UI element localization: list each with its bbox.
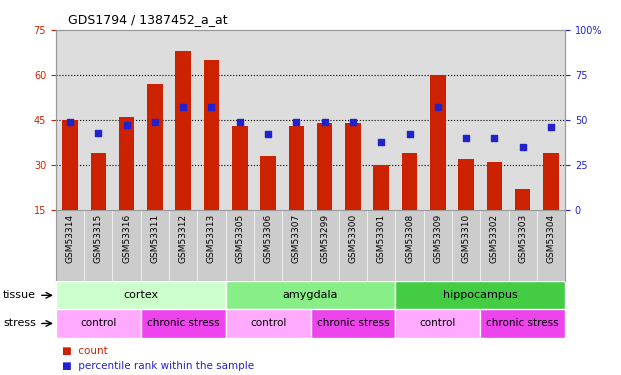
- Text: GSM53301: GSM53301: [377, 214, 386, 263]
- Point: [518, 144, 528, 150]
- Bar: [402, 153, 417, 210]
- Text: control: control: [420, 318, 456, 328]
- Point: [433, 104, 443, 110]
- Bar: [232, 126, 248, 210]
- Point: [178, 104, 188, 110]
- Point: [489, 135, 499, 141]
- Bar: [480, 309, 565, 338]
- Point: [320, 119, 330, 125]
- Point: [93, 130, 103, 136]
- Bar: [225, 281, 396, 309]
- Text: GSM53306: GSM53306: [263, 214, 273, 263]
- Point: [461, 135, 471, 141]
- Point: [546, 124, 556, 130]
- Text: GSM53309: GSM53309: [433, 214, 442, 263]
- Bar: [345, 123, 361, 210]
- Text: GSM53316: GSM53316: [122, 214, 131, 263]
- Point: [348, 119, 358, 125]
- Point: [404, 131, 414, 137]
- Bar: [543, 153, 559, 210]
- Bar: [396, 309, 480, 338]
- Text: GSM53300: GSM53300: [348, 214, 358, 263]
- Point: [207, 104, 217, 110]
- Bar: [317, 123, 332, 210]
- Text: GSM53304: GSM53304: [546, 214, 555, 262]
- Bar: [56, 309, 141, 338]
- Bar: [62, 120, 78, 210]
- Text: stress: stress: [3, 318, 36, 328]
- Bar: [91, 153, 106, 210]
- Text: GSM53315: GSM53315: [94, 214, 103, 263]
- Point: [263, 131, 273, 137]
- Text: GSM53303: GSM53303: [518, 214, 527, 263]
- Text: GSM53307: GSM53307: [292, 214, 301, 263]
- Text: tissue: tissue: [3, 290, 36, 300]
- Bar: [225, 309, 310, 338]
- Text: control: control: [80, 318, 117, 328]
- Text: amygdala: amygdala: [283, 290, 338, 300]
- Text: GSM53311: GSM53311: [150, 214, 160, 263]
- Point: [291, 119, 301, 125]
- Bar: [396, 281, 565, 309]
- Bar: [204, 60, 219, 210]
- Text: hippocampus: hippocampus: [443, 290, 518, 300]
- Bar: [458, 159, 474, 210]
- Text: chronic stress: chronic stress: [486, 318, 559, 328]
- Bar: [260, 156, 276, 210]
- Bar: [147, 84, 163, 210]
- Point: [122, 122, 132, 128]
- Text: GSM53314: GSM53314: [66, 214, 75, 262]
- Text: cortex: cortex: [123, 290, 158, 300]
- Text: GSM53299: GSM53299: [320, 214, 329, 262]
- Text: GSM53313: GSM53313: [207, 214, 216, 263]
- Point: [376, 139, 386, 145]
- Text: ■  percentile rank within the sample: ■ percentile rank within the sample: [62, 361, 254, 370]
- Text: GSM53310: GSM53310: [461, 214, 471, 263]
- Point: [235, 119, 245, 125]
- Bar: [430, 75, 446, 210]
- Bar: [175, 51, 191, 210]
- Point: [65, 119, 75, 125]
- Bar: [141, 309, 225, 338]
- Text: GDS1794 / 1387452_a_at: GDS1794 / 1387452_a_at: [68, 13, 228, 26]
- Bar: [373, 165, 389, 210]
- Text: GSM53305: GSM53305: [235, 214, 244, 263]
- Text: GSM53302: GSM53302: [490, 214, 499, 262]
- Bar: [515, 189, 530, 210]
- Bar: [119, 117, 134, 210]
- Text: chronic stress: chronic stress: [147, 318, 219, 328]
- Bar: [56, 281, 225, 309]
- Text: ■  count: ■ count: [62, 346, 108, 355]
- Text: control: control: [250, 318, 286, 328]
- Text: chronic stress: chronic stress: [317, 318, 389, 328]
- Text: GSM53312: GSM53312: [179, 214, 188, 262]
- Point: [150, 119, 160, 125]
- Text: GSM53308: GSM53308: [405, 214, 414, 263]
- Bar: [289, 126, 304, 210]
- Bar: [487, 162, 502, 210]
- Bar: [310, 309, 396, 338]
